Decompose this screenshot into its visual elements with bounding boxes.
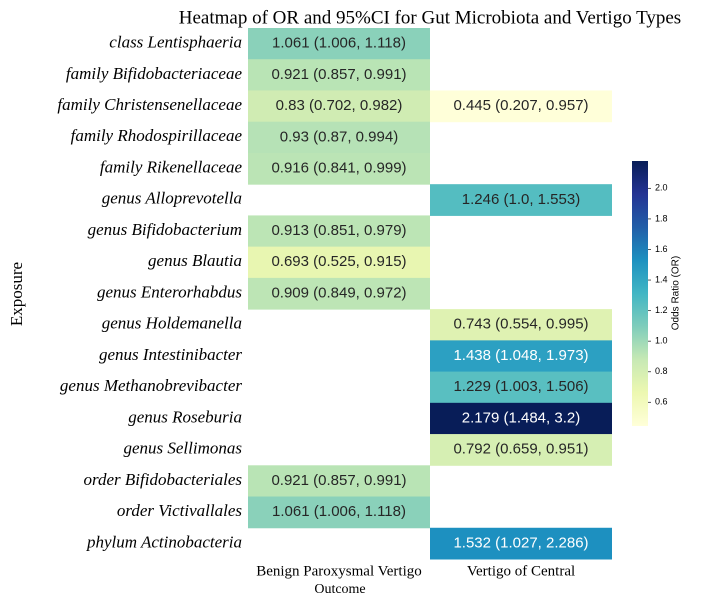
colorbar-tick-label: 1.6 [655,244,668,254]
colorbar-label: Odds Ratio (OR) [671,256,682,330]
colorbar-tick-label: 0.6 [655,397,668,407]
cell-label: 1.061 (1.006, 1.118) [272,503,406,520]
cell-label: 0.693 (0.525, 0.915) [271,253,406,270]
row-label: order Victivallales [117,501,242,520]
colorbar [632,161,648,426]
row-label: genus Blautia [148,251,242,270]
row-label: genus Roseburia [128,407,242,426]
row-label: genus Sellimonas [123,439,242,458]
cell-label: 0.909 (0.849, 0.972) [271,284,406,301]
row-label: family Christensenellaceae [57,95,242,114]
heatmap-cell [430,184,612,216]
colorbar-tick-label: 0.8 [655,366,668,376]
heatmap-cell [248,121,430,154]
row-label: genus Alloprevotella [102,189,242,208]
colorbar-tick-label: 1.0 [655,336,668,346]
row-label: family Bifidobacteriaceae [66,64,243,83]
cell-label: 0.792 (0.659, 0.951) [453,441,588,458]
heatmap-cell [248,152,430,185]
colorbar-tick-label: 1.4 [655,274,668,284]
cell-label: 1.532 (1.027, 2.286) [453,534,588,551]
row-label: class Lentisphaeria [109,33,242,52]
cell-label: 0.743 (0.554, 0.995) [453,316,588,333]
heatmap-cell [248,59,430,91]
column-label: Vertigo of Central [467,563,575,579]
row-label: genus Intestinibacter [99,345,242,364]
heatmap-cell [248,465,430,498]
heatmap-cell [248,246,430,279]
cell-label: 1.061 (1.006, 1.118) [272,35,406,52]
heatmap-cell [430,340,612,373]
heatmap-cell [248,496,430,529]
cell-label: 0.913 (0.851, 0.979) [271,222,406,239]
heatmap-cell [430,371,612,404]
heatmap-cell [248,277,430,310]
row-label: genus Holdemanella [102,314,242,333]
row-label: genus Bifidobacterium [88,220,242,239]
row-label: family Rhodospirillaceae [71,126,243,145]
cell-label: 1.229 (1.003, 1.506) [453,378,588,395]
heatmap-cell [430,309,612,341]
row-label: order Bifidobacteriales [84,470,243,489]
row-label: family Rikenellaceae [100,157,243,176]
heatmap-cell [430,402,612,435]
x-axis-label: Outcome [314,582,365,597]
column-label: Benign Paroxysmal Vertigo [256,563,422,579]
colorbar-tick-label: 1.8 [655,213,668,223]
cell-label: 0.921 (0.857, 0.991) [271,472,406,489]
colorbar-tick-label: 2.0 [655,183,668,193]
colorbar-tick-label: 1.2 [655,305,668,315]
cell-label: 0.93 (0.87, 0.994) [280,128,398,145]
cell-label: 0.921 (0.857, 0.991) [271,66,406,83]
cell-label: 1.246 (1.0, 1.553) [462,191,580,208]
row-label: genus Methanobrevibacter [60,376,242,395]
heatmap-cell [248,215,430,248]
row-label: phylum Actinobacteria [86,532,242,551]
cell-label: 0.445 (0.207, 0.957) [453,97,588,114]
y-axis-label: Exposure [7,262,26,326]
heatmap-cell [248,28,430,60]
heatmap-cell [248,90,430,123]
cell-label: 0.916 (0.841, 0.999) [271,160,406,177]
cell-label: 2.179 (1.484, 3.2) [462,409,580,426]
heatmap-cell [430,90,612,123]
heatmap-cell [430,527,612,560]
chart-title: Heatmap of OR and 95%CI for Gut Microbio… [179,7,681,28]
row-label: genus Enterorhabdus [97,282,242,301]
heatmap-cell [430,434,612,466]
cell-label: 1.438 (1.048, 1.973) [453,347,588,364]
cell-label: 0.83 (0.702, 0.982) [276,97,403,114]
